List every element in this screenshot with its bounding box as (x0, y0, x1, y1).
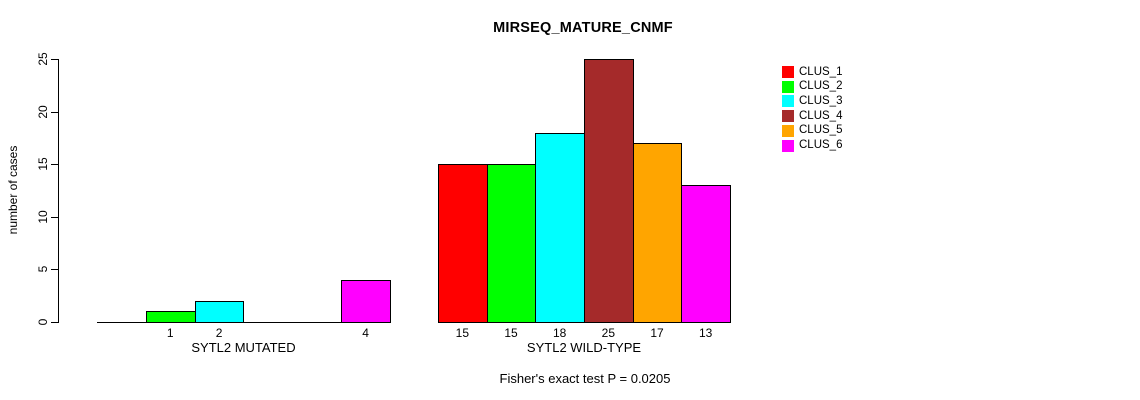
bar-value-label: 18 (552, 326, 567, 340)
legend-label: CLUS_5 (799, 124, 843, 137)
legend-swatch-clus_2 (782, 80, 794, 93)
y-tick-label: 5 (36, 266, 50, 273)
y-axis-title: number of cases (6, 145, 20, 235)
legend-swatch-clus_5 (782, 124, 794, 137)
y-tick (51, 111, 58, 113)
bar-value-label: 15 (455, 326, 470, 340)
bar-clus_5 (632, 143, 683, 323)
fisher-test-annotation: Fisher's exact test P = 0.0205 (499, 371, 671, 386)
group-label: SYTL2 MUTATED (191, 340, 296, 355)
y-axis-line (58, 59, 59, 323)
y-tick (51, 59, 58, 60)
legend-label: CLUS_2 (799, 80, 843, 93)
legend-label: CLUS_6 (799, 139, 843, 151)
legend-label: CLUS_1 (799, 65, 843, 78)
legend-swatch-clus_3 (782, 95, 794, 108)
y-tick (51, 164, 58, 166)
bar-clus_2 (145, 311, 196, 323)
y-tick-label: 20 (36, 104, 50, 119)
y-tick-label: 15 (36, 157, 50, 171)
legend-label: CLUS_4 (799, 109, 843, 122)
y-tick-label: 0 (36, 318, 50, 326)
bar-value-label: 17 (650, 326, 664, 340)
y-tick (51, 216, 58, 218)
legend-swatch-clus_1 (782, 66, 794, 78)
bar-clus_2 (486, 164, 537, 323)
bar-value-label: 1 (166, 326, 174, 340)
bar-clus_6 (681, 185, 731, 323)
bar-clus_3 (194, 300, 245, 323)
group-label: SYTL2 WILD-TYPE (526, 340, 642, 355)
y-tick-label: 25 (36, 52, 50, 66)
bar-clus_6 (341, 279, 391, 323)
bar-value-label: 4 (362, 326, 369, 340)
bar-clus_1 (438, 164, 488, 323)
y-tick (51, 269, 58, 271)
bar-value-label: 2 (215, 326, 223, 340)
bar-clus_3 (535, 132, 585, 323)
y-tick (51, 322, 58, 323)
legend-swatch-clus_6 (782, 139, 794, 152)
chart-title: MIRSEQ_MATURE_CNMF (493, 20, 673, 36)
legend-swatch-clus_4 (782, 110, 794, 123)
bar-value-label: 25 (601, 326, 616, 340)
y-tick-label: 10 (36, 210, 50, 224)
bar-clus_4 (584, 59, 634, 323)
legend-label: CLUS_3 (799, 94, 843, 107)
bar-value-label: 15 (504, 326, 518, 340)
bar-value-label: 13 (698, 326, 713, 340)
